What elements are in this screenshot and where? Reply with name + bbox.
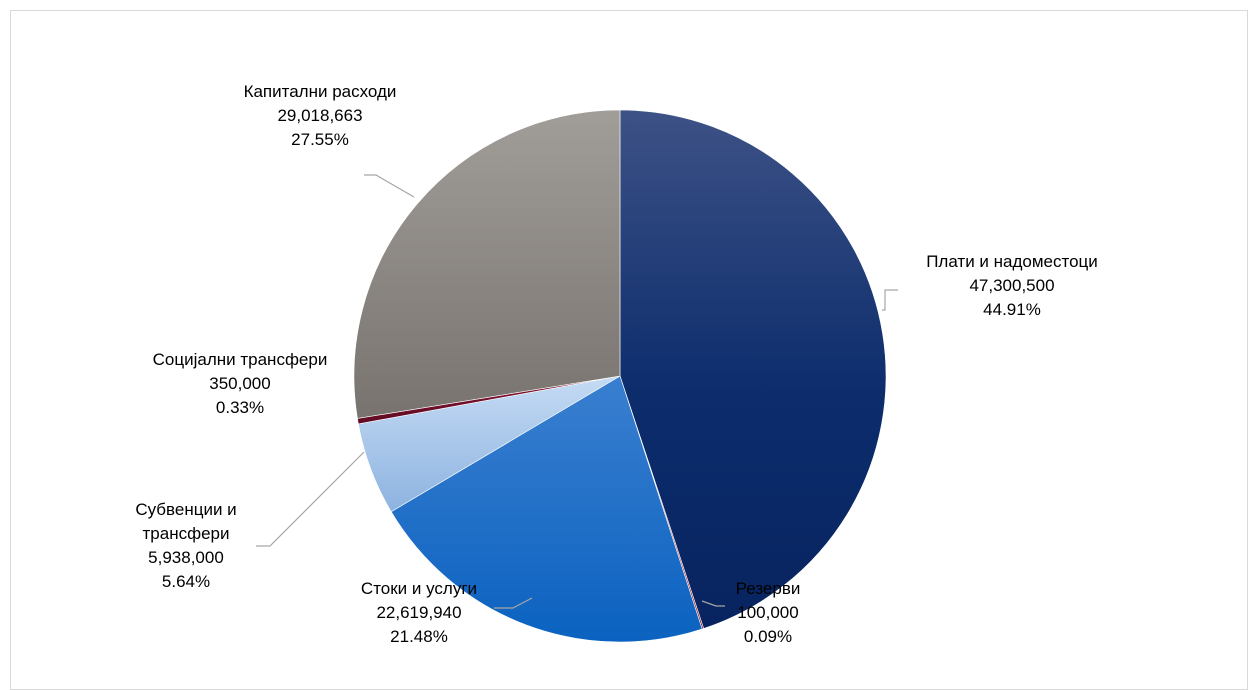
leader-line — [256, 451, 365, 547]
slice-data-label: Социјални трансфери 350,000 0.33% — [153, 350, 328, 417]
pie-slice — [619, 109, 887, 629]
pie-slice — [353, 109, 621, 419]
slice-data-label: Капитални расходи 29,018,663 27.55% — [244, 82, 397, 149]
leader-line — [494, 597, 533, 609]
leader-line — [701, 600, 725, 607]
leader-line — [882, 289, 898, 311]
leader-line — [364, 174, 415, 198]
slice-data-label: Резерви 100,000 0.09% — [736, 579, 801, 646]
pie-slice — [390, 375, 703, 643]
slice-data-label: Стоки и услуги 22,619,940 21.48% — [361, 579, 477, 646]
slice-data-label: Плати и надоместоци 47,300,500 44.91% — [926, 252, 1098, 319]
slice-data-label: Субвенции и трансфери 5,938,000 5.64% — [135, 500, 236, 591]
